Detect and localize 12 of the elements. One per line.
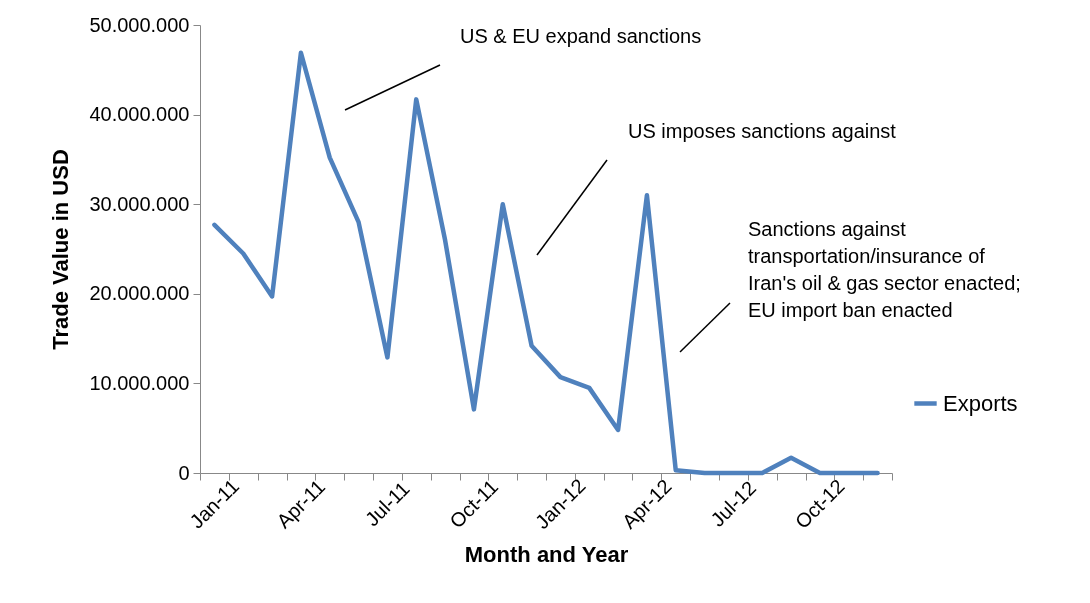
- annotation: US & EU expand sanctions: [460, 25, 702, 47]
- y-tick-label: 40.000.000: [89, 103, 190, 126]
- y-tick-label: 10.000.000: [89, 371, 190, 394]
- y-tick-label: 20.000.000: [89, 282, 190, 305]
- y-tick-label: 50.000.000: [89, 13, 190, 36]
- x-axis-title: Month and Year: [464, 542, 629, 568]
- y-tick-label: 0: [178, 461, 190, 484]
- legend-label: Exports: [943, 390, 1018, 416]
- y-tick-label: 30.000.000: [89, 192, 190, 215]
- annotation: Sanctions against transportation/insurance of Iran's oil & gas sector enacted; EU import ban enacted: [748, 218, 1021, 321]
- y-axis-title: Trade Value in USD: [48, 149, 74, 350]
- annotation: US imposes sanctions against: [628, 120, 897, 142]
